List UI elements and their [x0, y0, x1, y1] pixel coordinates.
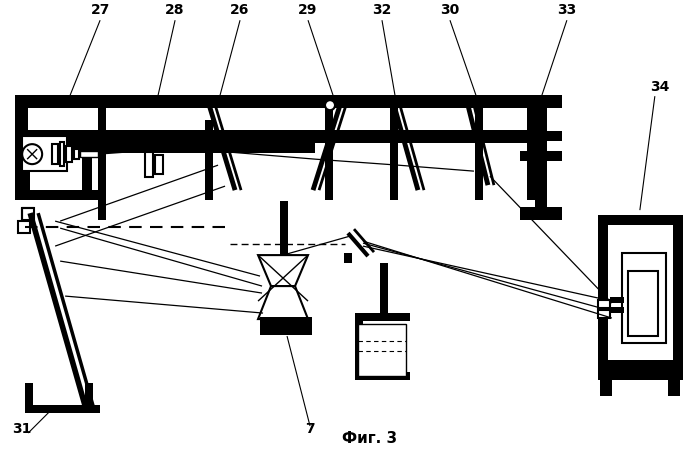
- Bar: [358, 324, 406, 376]
- Bar: [380, 263, 388, 318]
- Bar: [475, 95, 483, 200]
- Bar: [15, 95, 540, 108]
- Bar: [15, 95, 28, 200]
- Bar: [280, 201, 288, 276]
- Bar: [610, 297, 624, 303]
- Bar: [605, 222, 676, 363]
- Text: Фиг. 3: Фиг. 3: [343, 431, 398, 446]
- Bar: [85, 383, 93, 413]
- Bar: [520, 131, 562, 141]
- Bar: [598, 300, 610, 308]
- Bar: [600, 378, 612, 396]
- Bar: [98, 95, 106, 200]
- Bar: [98, 190, 106, 220]
- Bar: [390, 95, 398, 200]
- Bar: [628, 271, 658, 336]
- Bar: [25, 383, 33, 413]
- Text: 34: 34: [650, 80, 670, 94]
- Polygon shape: [258, 286, 308, 319]
- Bar: [74, 149, 79, 159]
- Bar: [598, 368, 683, 380]
- Bar: [18, 221, 30, 233]
- Bar: [155, 155, 163, 174]
- Bar: [80, 151, 98, 157]
- Bar: [145, 152, 153, 177]
- Bar: [22, 136, 67, 171]
- Bar: [598, 215, 683, 225]
- Bar: [20, 190, 100, 200]
- Bar: [66, 146, 72, 162]
- Bar: [598, 310, 610, 318]
- Bar: [598, 215, 608, 370]
- Text: 7: 7: [305, 422, 315, 436]
- Text: 28: 28: [166, 3, 185, 17]
- Bar: [15, 143, 315, 153]
- Bar: [527, 95, 540, 200]
- Text: 33: 33: [557, 3, 577, 17]
- Bar: [82, 140, 92, 190]
- Text: 31: 31: [13, 422, 32, 436]
- Bar: [668, 378, 680, 396]
- Bar: [355, 313, 363, 380]
- Bar: [158, 98, 162, 108]
- Text: 30: 30: [440, 3, 459, 17]
- Bar: [15, 130, 540, 143]
- Bar: [260, 317, 312, 335]
- Bar: [598, 360, 683, 370]
- Bar: [325, 95, 333, 200]
- Bar: [520, 207, 562, 220]
- Bar: [22, 208, 34, 220]
- Circle shape: [325, 100, 335, 110]
- Bar: [520, 95, 562, 108]
- Circle shape: [22, 144, 42, 164]
- Bar: [520, 151, 562, 161]
- Bar: [622, 253, 666, 343]
- Bar: [344, 253, 352, 263]
- Bar: [52, 144, 58, 164]
- Text: 29: 29: [298, 3, 318, 17]
- Text: 26: 26: [231, 3, 250, 17]
- Bar: [25, 405, 100, 413]
- Bar: [598, 215, 683, 370]
- Polygon shape: [258, 255, 308, 286]
- Bar: [535, 95, 547, 220]
- Text: 27: 27: [90, 3, 110, 17]
- Bar: [205, 120, 213, 200]
- Bar: [355, 313, 410, 321]
- Bar: [60, 142, 64, 166]
- Bar: [355, 372, 410, 380]
- Bar: [673, 215, 683, 370]
- Bar: [20, 140, 30, 190]
- Text: 32: 32: [373, 3, 391, 17]
- Bar: [610, 307, 624, 313]
